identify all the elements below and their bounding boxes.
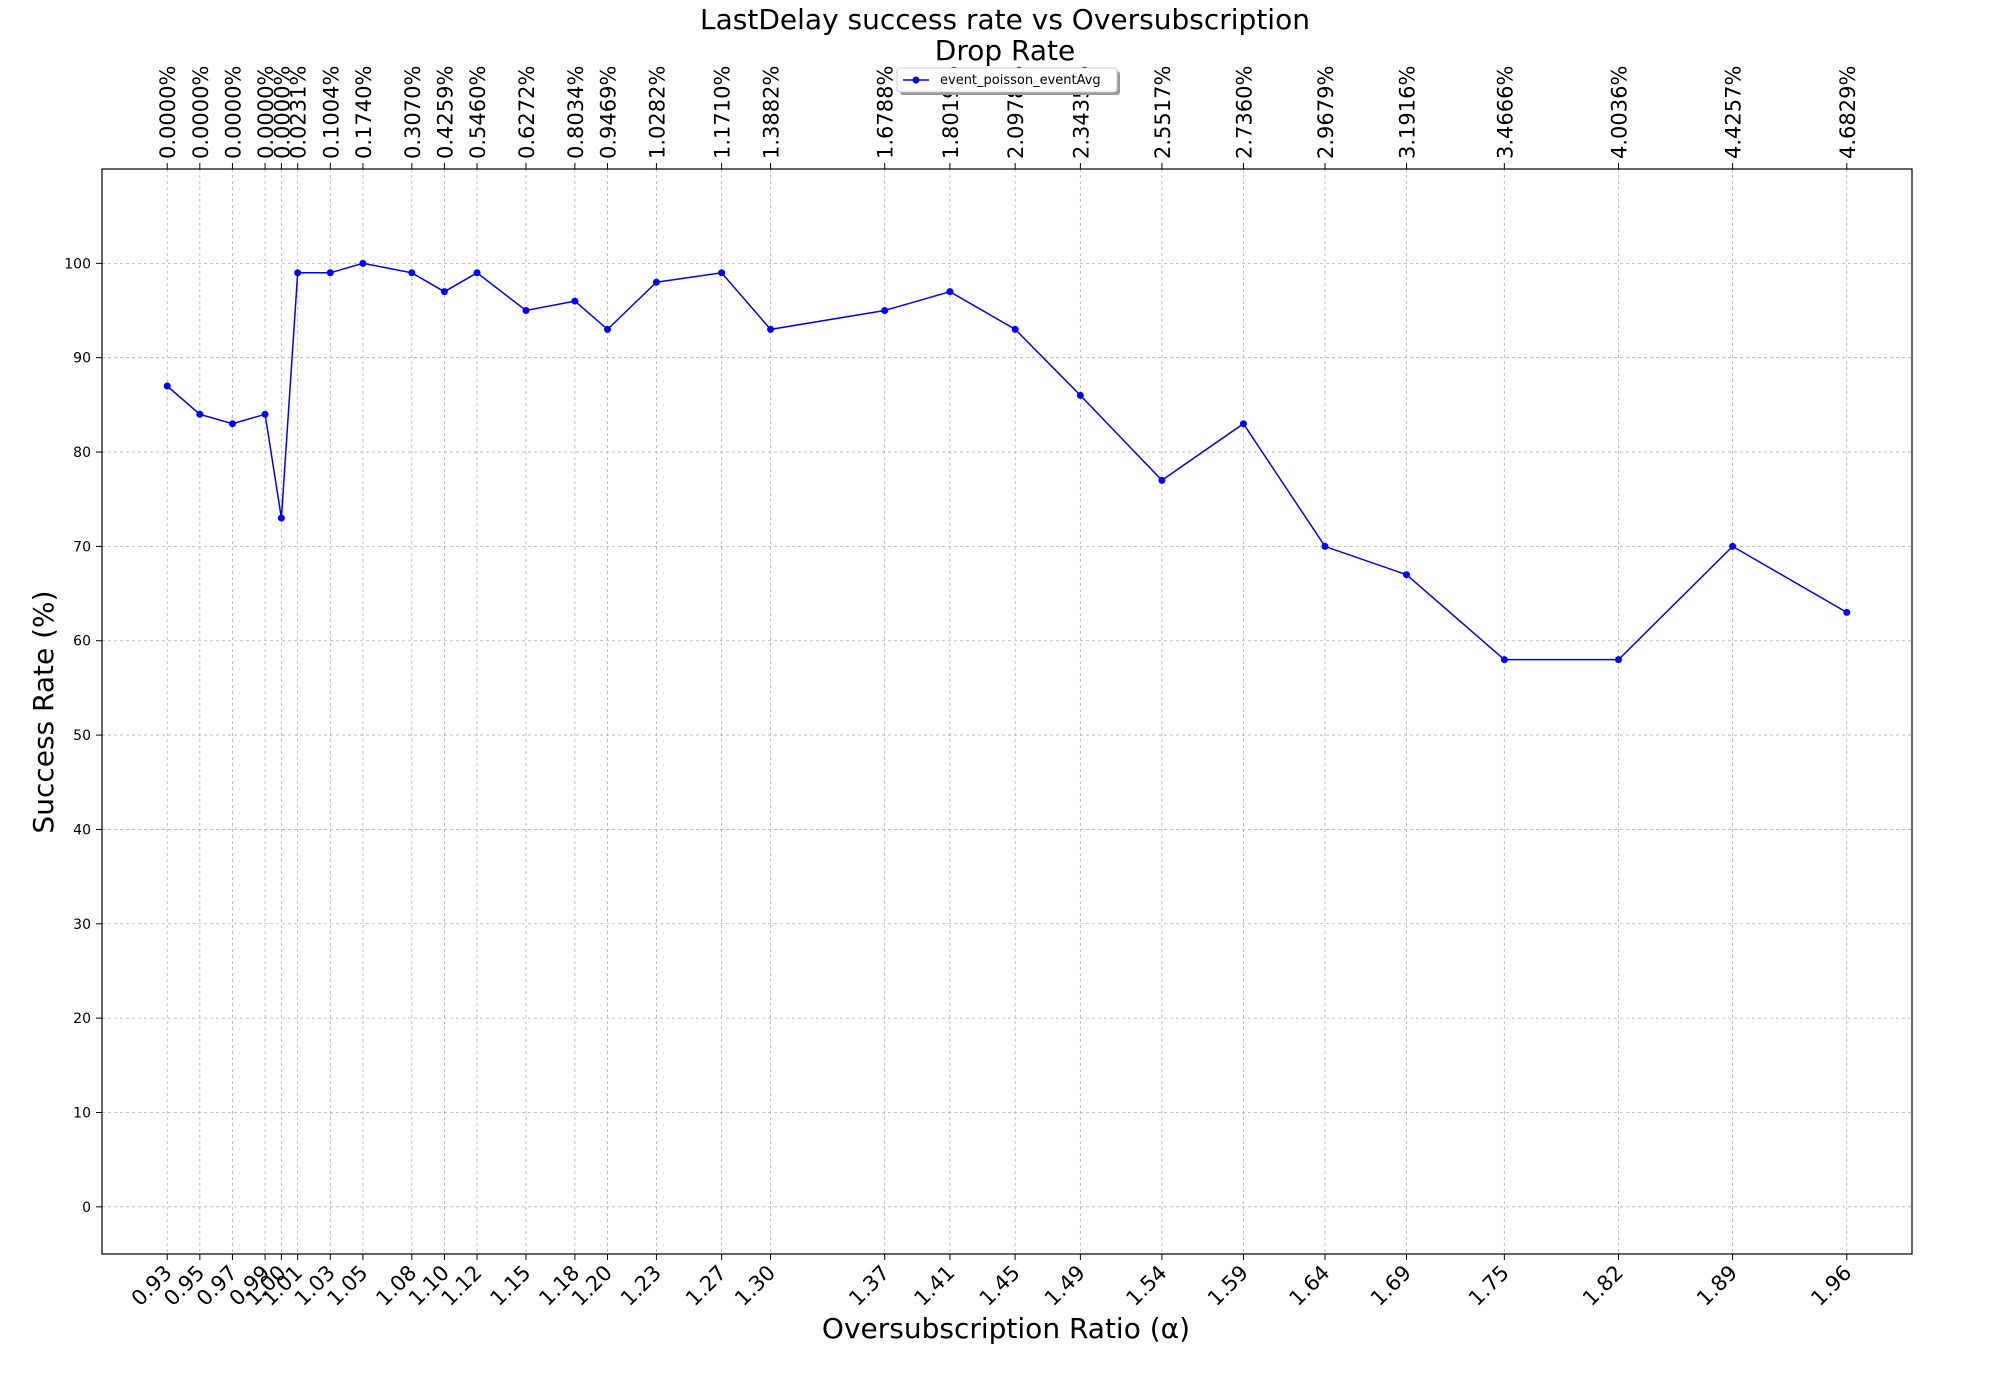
grid-lines: [102, 169, 1912, 1254]
data-point: [228, 420, 236, 428]
x-axis-label: Oversubscription Ratio (α): [822, 1312, 1190, 1345]
data-point: [473, 269, 481, 277]
x-tick-label: 1.75: [1464, 1261, 1514, 1311]
data-point: [196, 410, 204, 418]
drop-rate-label: 0.1740%: [352, 66, 376, 159]
drop-rate-label: 2.9679%: [1314, 66, 1338, 159]
y-tick-label: 70: [73, 539, 91, 555]
data-point: [1158, 476, 1166, 484]
data-point: [261, 410, 269, 418]
drop-rate-label: 0.5460%: [466, 66, 490, 159]
x-tick-label: 1.27: [681, 1261, 731, 1311]
chart-title-line1: LastDelay success rate vs Oversubscripti…: [700, 3, 1310, 36]
y-tick-label: 90: [73, 351, 91, 367]
drop-rate-label: 0.3070%: [401, 66, 425, 159]
y-tick-label: 60: [73, 634, 91, 650]
y-tick-label: 20: [73, 1011, 91, 1027]
x-tick-label: 1.54: [1121, 1261, 1171, 1311]
x-tick-label: 1.89: [1692, 1261, 1742, 1311]
drop-rate-label: 4.6829%: [1836, 66, 1860, 159]
data-point: [522, 307, 530, 315]
y-tick-label: 80: [73, 445, 91, 461]
data-point: [326, 269, 334, 277]
drop-rate-label: 0.0000%: [156, 66, 180, 159]
y-tick-label: 40: [73, 822, 91, 838]
x-tick-label: 1.96: [1806, 1261, 1856, 1311]
data-point: [1729, 542, 1737, 550]
drop-rate-label: 0.0000%: [254, 66, 278, 159]
data-point: [603, 325, 611, 333]
data-point: [163, 382, 171, 390]
drop-rate-label: 2.7360%: [1232, 66, 1256, 159]
y-tick-label: 100: [64, 256, 91, 272]
drop-rate-label: 3.4666%: [1493, 66, 1517, 159]
x-tick-label: 1.69: [1366, 1261, 1416, 1311]
drop-rate-label: 0.0231%: [287, 66, 311, 159]
drop-rate-label: 1.3882%: [760, 66, 784, 159]
x-tick-label: 1.23: [616, 1261, 666, 1311]
data-point: [1403, 571, 1411, 579]
data-point: [1321, 542, 1329, 550]
series-layer: [163, 259, 1851, 664]
data-point: [277, 514, 285, 522]
series-line: [166, 262, 1848, 661]
drop-rate-label: 1.6788%: [874, 66, 898, 159]
data-point: [881, 307, 889, 315]
legend-series-name: event_poisson_eventAvg: [940, 73, 1101, 88]
data-point: [571, 297, 579, 305]
data-point: [294, 269, 302, 277]
data-point: [1500, 656, 1508, 664]
drop-rate-label: 4.4257%: [1722, 66, 1746, 159]
data-point: [1614, 656, 1622, 664]
data-point: [767, 325, 775, 333]
drop-rate-label: 0.0000%: [189, 66, 213, 159]
drop-rate-label: 3.1916%: [1396, 66, 1420, 159]
data-point: [718, 269, 726, 277]
data-point: [1011, 325, 1019, 333]
drop-rate-label: 0.0000%: [270, 66, 294, 159]
drop-rate-label: 1.0282%: [645, 66, 669, 159]
data-point: [946, 288, 954, 296]
data-point: [652, 278, 660, 286]
x-tick-label: 1.49: [1040, 1261, 1090, 1311]
y-tick-label: 30: [73, 917, 91, 933]
drop-rate-label: 0.0000%: [221, 66, 245, 159]
x-tick-label: 1.15: [485, 1261, 535, 1311]
data-point: [1076, 391, 1084, 399]
data-point: [1239, 420, 1247, 428]
axis-ticks: 01020304050607080901000.930.0000%0.950.0…: [64, 66, 1860, 1311]
y-tick-label: 10: [73, 1105, 91, 1121]
data-point: [1843, 608, 1851, 616]
drop-rate-label: 0.1004%: [319, 66, 343, 159]
x-tick-label: 1.45: [975, 1261, 1025, 1311]
chart-title-line2: Drop Rate: [935, 34, 1075, 67]
y-tick-label: 0: [82, 1200, 91, 1216]
legend: event_poisson_eventAvg: [896, 67, 1120, 95]
legend-marker-swatch: [912, 76, 920, 84]
x-tick-label: 1.64: [1284, 1261, 1334, 1311]
x-tick-label: 1.30: [730, 1261, 780, 1311]
x-tick-label: 1.59: [1203, 1261, 1253, 1311]
drop-rate-label: 0.8034%: [564, 66, 588, 159]
legend-box: [896, 67, 1118, 93]
x-tick-label: 1.82: [1578, 1261, 1628, 1311]
plot-frame: [101, 168, 1913, 1255]
x-tick-label: 1.41: [909, 1261, 959, 1311]
drop-rate-label: 1.1710%: [711, 66, 735, 159]
drop-rate-label: 0.9469%: [596, 66, 620, 159]
data-point: [440, 288, 448, 296]
drop-rate-label: 0.4259%: [433, 66, 457, 159]
data-point: [359, 259, 367, 267]
drop-rate-label: 0.6272%: [515, 66, 539, 159]
y-tick-label: 50: [73, 728, 91, 744]
drop-rate-label: 2.5517%: [1151, 66, 1175, 159]
drop-rate-label: 4.0036%: [1607, 66, 1631, 159]
y-axis-label: Success Rate (%): [27, 590, 60, 833]
x-tick-label: 1.37: [844, 1261, 894, 1311]
data-point: [408, 269, 416, 277]
